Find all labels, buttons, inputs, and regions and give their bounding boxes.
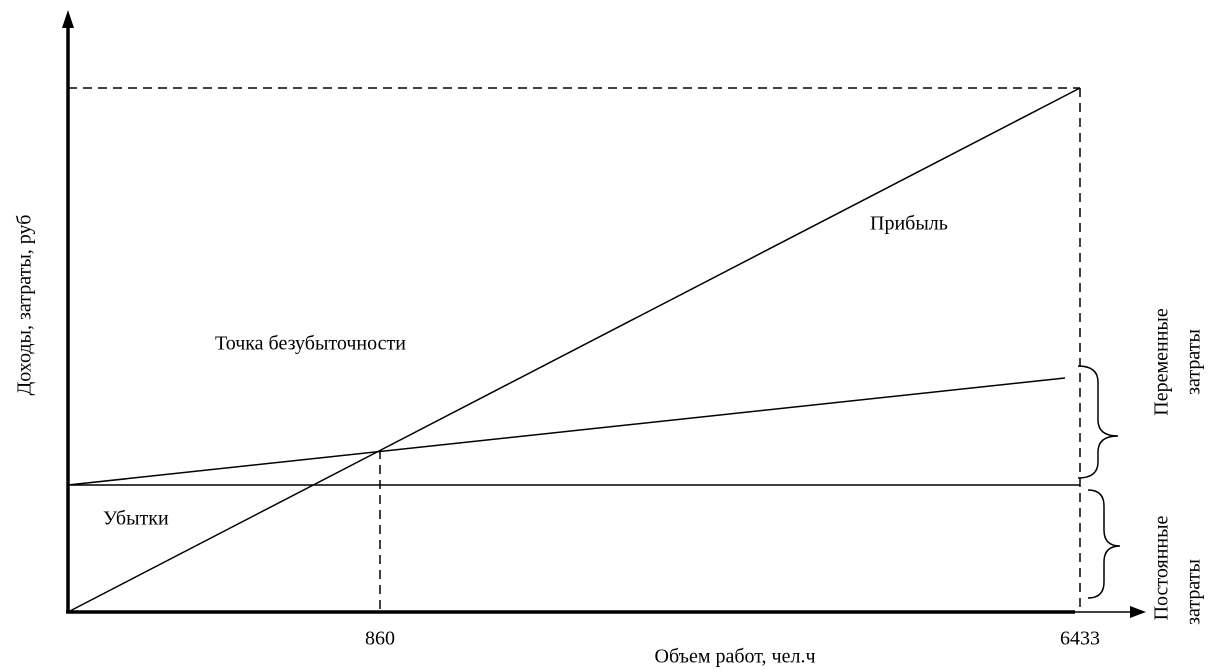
bracket-label: затраты bbox=[1183, 329, 1205, 395]
bracket-label: затраты bbox=[1183, 559, 1205, 625]
x-axis-arrow bbox=[1130, 606, 1146, 618]
break-even-label: Точка безубыточности bbox=[215, 333, 406, 355]
y-axis-arrow bbox=[62, 10, 74, 28]
bracket-label: Постоянные bbox=[1151, 515, 1173, 620]
x-axis-label: Объем работ, чел.ч bbox=[655, 646, 816, 668]
profit-label: Прибыль bbox=[870, 213, 948, 235]
fixed-cost-brace bbox=[1087, 489, 1121, 599]
variable-cost-brace bbox=[1077, 365, 1119, 479]
bracket-label: Переменные bbox=[1151, 308, 1173, 416]
total-cost-line bbox=[67, 377, 1066, 486]
y-axis-label: Доходы, затраты, руб bbox=[14, 215, 36, 396]
x-tick-label: 6433 bbox=[1060, 628, 1100, 650]
revenue-line bbox=[67, 87, 1081, 613]
losses-label: Убытки bbox=[103, 508, 169, 530]
x-tick-label: 860 bbox=[365, 628, 395, 650]
